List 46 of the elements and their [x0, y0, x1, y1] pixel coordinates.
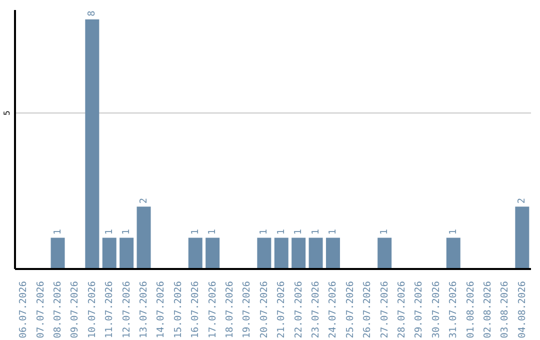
x-tick-label: 15.07.2026	[172, 280, 184, 338]
data-label: 1	[379, 228, 390, 235]
data-label: 1	[258, 228, 270, 235]
x-tick-label: 01.08.2026	[465, 280, 476, 338]
y-tick-label: 5	[2, 110, 12, 116]
x-tick-label: 29.07.2026	[414, 280, 425, 338]
x-tick-label: 03.08.2026	[500, 280, 511, 338]
x-tick-label: 11.07.2026	[104, 280, 116, 338]
data-label: 1	[276, 228, 287, 235]
data-label: 1	[52, 228, 64, 235]
data-label: 1	[121, 228, 132, 235]
x-tick-label: 19.07.2026	[242, 280, 253, 338]
x-tick-label: 28.07.2026	[396, 280, 408, 338]
x-tick-label: 20.07.2026	[258, 280, 270, 338]
data-label: 8	[86, 10, 98, 16]
data-label: 2	[516, 198, 528, 204]
data-label: 1	[207, 228, 218, 235]
data-label: 1	[448, 228, 459, 235]
x-tick-label: 31.07.2026	[448, 280, 460, 338]
x-tick-label: 12.07.2026	[121, 280, 132, 338]
x-tick-label: 06.07.2026	[18, 280, 30, 338]
x-tick-label: 18.07.2026	[224, 280, 236, 338]
x-tick-label: 22.07.2026	[293, 280, 304, 338]
x-tick-label: 02.08.2026	[482, 280, 494, 338]
data-label: 1	[310, 228, 322, 235]
x-tick-label: 16.07.2026	[190, 280, 202, 338]
x-tick-label: 26.07.2026	[362, 280, 374, 338]
data-label: 1	[104, 228, 115, 235]
data-label: 2	[138, 198, 150, 204]
x-tick-label: 07.07.2026	[35, 280, 46, 338]
x-tick-label: 23.07.2026	[310, 280, 322, 338]
x-tick-label: 08.07.2026	[52, 280, 64, 338]
data-label: 1	[190, 228, 201, 235]
x-tick-label: 13.07.2026	[138, 280, 150, 338]
x-tick-label: 14.07.2026	[156, 280, 167, 338]
data-label: 1	[293, 228, 304, 235]
x-tick-label: 04.08.2026	[516, 280, 528, 338]
x-tick-label: 17.07.2026	[207, 280, 218, 338]
x-tick-label: 30.07.2026	[430, 280, 442, 338]
x-tick-label: 21.07.2026	[276, 280, 288, 338]
data-label: 1	[327, 228, 338, 235]
x-tick-label: 27.07.2026	[379, 280, 390, 338]
x-tick-label: 25.07.2026	[344, 280, 356, 338]
x-tick-label: 10.07.2026	[86, 280, 98, 338]
x-tick-label: 24.07.2026	[328, 280, 339, 338]
x-tick-label: 09.07.2026	[70, 280, 81, 338]
